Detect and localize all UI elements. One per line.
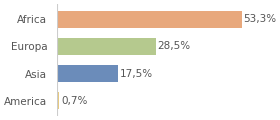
Text: 17,5%: 17,5% <box>120 69 153 79</box>
Bar <box>57 92 59 109</box>
Bar <box>57 65 118 82</box>
Text: 28,5%: 28,5% <box>158 41 191 51</box>
Text: 53,3%: 53,3% <box>244 14 277 24</box>
Bar <box>57 38 156 55</box>
Text: 0,7%: 0,7% <box>61 96 88 106</box>
Bar <box>57 11 242 28</box>
